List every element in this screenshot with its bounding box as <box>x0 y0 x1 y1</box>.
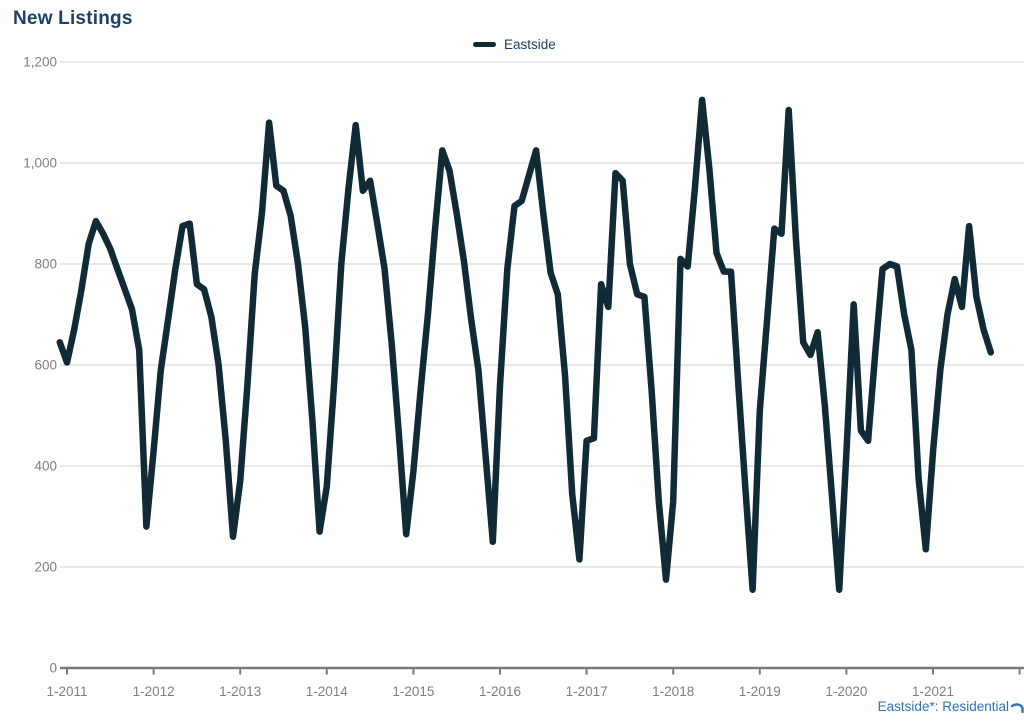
series-group <box>56 96 995 593</box>
x-tick-label: 1-2019 <box>739 684 781 699</box>
x-axis <box>60 666 1024 675</box>
x-tick-label: 1-2012 <box>133 684 175 699</box>
legend: Eastside <box>473 37 556 52</box>
gridlines <box>60 61 1024 568</box>
y-tick-label: 0 <box>49 661 57 676</box>
y-tick-label: 600 <box>34 358 57 373</box>
x-tick-label: 1-2011 <box>46 684 87 699</box>
x-tick-label: 1-2021 <box>912 684 954 699</box>
y-tick-label: 400 <box>34 459 57 474</box>
y-tick-label: 1,200 <box>23 55 57 70</box>
x-tick-label: 1-2020 <box>825 684 867 699</box>
x-tick-label: 1-2013 <box>219 684 261 699</box>
x-tick-label: 1-2014 <box>306 684 349 699</box>
x-tick-label: 1-2015 <box>392 684 434 699</box>
legend-line-swatch-icon <box>473 42 496 47</box>
series-line-eastside <box>56 96 995 593</box>
legend-series-label: Eastside <box>504 37 556 52</box>
page-title: New Listings <box>13 8 133 29</box>
x-axis-labels: 1-2011 1-2012 1-2013 1-2014 1-2015 1-2016 1-20… <box>46 684 954 699</box>
y-tick-label: 800 <box>34 257 57 272</box>
y-axis-labels: 0 200 400 600 800 1,000 1,200 <box>23 55 57 676</box>
y-tick-label: 200 <box>34 560 57 575</box>
x-tick-label: 1-2016 <box>479 684 521 699</box>
x-tick-label: 1-2018 <box>652 684 694 699</box>
y-tick-label: 1,000 <box>23 156 57 171</box>
clipped-text-fragment <box>1010 703 1024 714</box>
footnote: Eastside*: Residential <box>877 699 1009 714</box>
x-tick-label: 1-2017 <box>566 684 608 699</box>
